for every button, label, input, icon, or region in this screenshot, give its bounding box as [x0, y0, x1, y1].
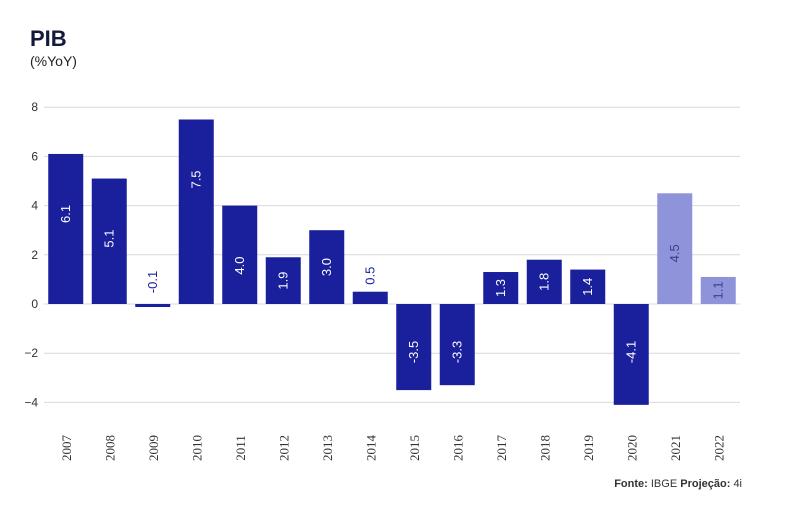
x-tick-label: 2015: [407, 435, 422, 461]
bar-value-label: 4.0: [232, 257, 247, 275]
x-axis-ticks: 2007 2008 2009 2010 2011 2012 2013 2014 2015 2016…: [59, 435, 727, 462]
bar-value-label: 1.3: [493, 279, 508, 297]
bar-value-label: 1.4: [580, 278, 595, 296]
bar-2014: [352, 291, 388, 304]
bar-2008: [91, 178, 127, 304]
y-tick-label: −4: [24, 395, 38, 409]
x-tick-label: 2017: [494, 435, 509, 462]
projection-value: 4i: [733, 478, 742, 490]
y-tick-label: 2: [31, 248, 38, 262]
bar-value-label: 1.9: [275, 272, 290, 290]
x-tick-label: 2010: [189, 435, 204, 461]
x-tick-label: 2013: [320, 435, 335, 461]
x-tick-label: 2008: [102, 435, 117, 461]
bar-value-label: 3.0: [319, 258, 334, 276]
bar-2013: [309, 230, 345, 304]
bar-2009: [135, 304, 171, 307]
bar-value-label: -0.1: [145, 271, 160, 293]
bar-2020: [613, 304, 649, 405]
y-axis-ticks: −4 −2 0 2 4 6 8: [24, 100, 38, 409]
x-tick-label: 2009: [146, 435, 161, 461]
bar-2021: [657, 193, 693, 304]
source-value: IBGE: [650, 478, 678, 490]
chart-title: PIB: [30, 26, 67, 51]
chart-subtitle: (%YoY): [30, 53, 77, 69]
y-tick-label: 4: [31, 199, 38, 213]
bar-2015: [396, 304, 432, 391]
projection-label: Projeção:: [680, 478, 731, 490]
x-tick-label: 2018: [537, 435, 552, 461]
bar-2012: [265, 257, 301, 304]
bars: [48, 119, 736, 405]
bar-value-label: 5.1: [101, 230, 116, 248]
x-tick-label: 2011: [233, 435, 248, 461]
y-tick-label: −2: [24, 346, 38, 360]
bar-value-label: 1.8: [536, 273, 551, 291]
bar-value-label: 1.1: [710, 281, 725, 299]
bar-value-label: -4.1: [623, 341, 638, 363]
x-tick-label: 2021: [668, 435, 683, 461]
x-tick-label: 2020: [624, 435, 639, 461]
bar-2018: [526, 259, 562, 304]
bar-value-label: 0.5: [362, 267, 377, 285]
x-tick-label: 2012: [276, 435, 291, 461]
bar-value-label: -3.5: [406, 341, 421, 363]
x-tick-label: 2016: [450, 435, 465, 462]
x-tick-label: 2014: [363, 435, 378, 462]
bar-value-label: -3.3: [449, 341, 464, 363]
bar-2007: [48, 153, 84, 304]
bar-value-label: 4.5: [667, 244, 682, 262]
bar-2010: [178, 119, 214, 304]
x-tick-label: 2022: [711, 435, 726, 461]
y-tick-label: 0: [31, 297, 38, 311]
bar-value-label: 7.5: [188, 170, 203, 188]
x-tick-label: 2007: [59, 435, 74, 462]
bar-2017: [483, 272, 519, 304]
source-note: Fonte: IBGE Projeção: 4i: [614, 478, 742, 490]
bar-labels: 6.1 5.1 -0.1 7.5 4.0 1.9 3.0 0.5 -3.5 -3.3 1.3 1.8 1…: [58, 170, 726, 363]
y-tick-label: 6: [31, 149, 38, 163]
x-tick-label: 2019: [581, 435, 596, 461]
source-label: Fonte:: [614, 478, 648, 490]
bar-2019: [570, 269, 606, 304]
bar-2016: [439, 304, 475, 386]
bar-2022: [700, 276, 736, 304]
bar-2011: [222, 205, 258, 304]
y-tick-label: 8: [31, 100, 38, 114]
bar-value-label: 6.1: [58, 205, 73, 223]
